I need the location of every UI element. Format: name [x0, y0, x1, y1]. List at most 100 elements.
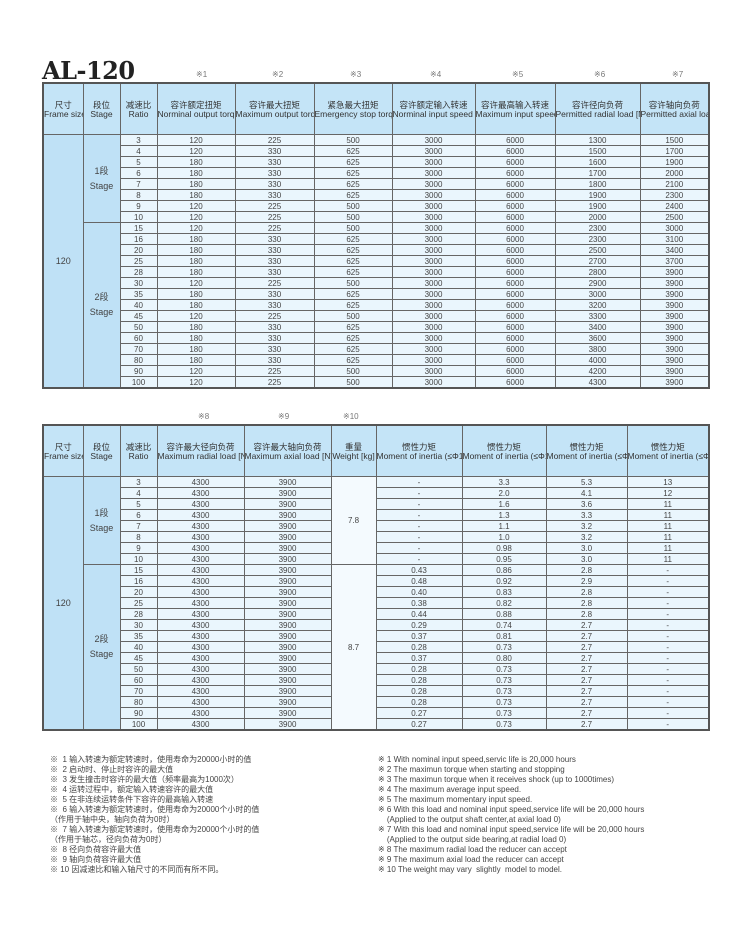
value-cell: 3000 [391, 255, 476, 267]
value-cell: 225 [234, 134, 315, 146]
value-cell: 0.83 [461, 586, 547, 598]
value-cell: 11 [626, 542, 710, 554]
ratio-cell: 80 [119, 354, 158, 366]
value-cell: 3.2 [545, 520, 628, 532]
ratio-cell: 8 [119, 189, 158, 201]
column-header: 减速比 Ratio [119, 82, 158, 135]
value-cell: 0.38 [375, 597, 463, 609]
value-cell: 6000 [474, 222, 556, 234]
value-cell: 180 [156, 299, 236, 311]
value-cell: 625 [313, 145, 393, 157]
ratio-cell: 6 [119, 509, 158, 521]
header-cn: 惯性力矩 [401, 441, 436, 452]
value-cell: 1800 [554, 178, 641, 190]
header-en: Ratio [128, 108, 149, 119]
value-cell: 4300 [156, 487, 245, 499]
stage-cell: 1段 Stage [82, 476, 121, 565]
value-cell: 330 [234, 145, 315, 157]
value-cell: 2300 [554, 222, 641, 234]
note-line: ※ 8 径向负荷容许最大值 [50, 845, 142, 854]
value-cell: - [375, 520, 463, 532]
value-cell: 3900 [243, 630, 332, 642]
value-cell: 6000 [474, 321, 556, 333]
value-cell: 330 [234, 156, 315, 168]
value-cell: 3900 [243, 696, 332, 708]
value-cell: 330 [234, 354, 315, 366]
value-cell: 6000 [474, 343, 556, 355]
ratio-cell: 5 [119, 498, 158, 510]
value-cell: 330 [234, 255, 315, 267]
value-cell: 625 [313, 156, 393, 168]
value-cell: 500 [313, 200, 393, 212]
value-cell: 12 [626, 487, 710, 499]
value-cell: 0.92 [461, 575, 547, 587]
note-mark: ※10 [343, 412, 359, 421]
value-cell: 6000 [474, 266, 556, 278]
table-row: 80 4300 3900 0.28 0.73 2.7- [43, 696, 710, 708]
value-cell: 4300 [156, 520, 245, 532]
value-cell: 3000 [554, 288, 641, 300]
table-row: 4 4300 3900 -2.0 4.1 12 [43, 487, 710, 499]
note-mark: ※4 [430, 70, 442, 79]
value-cell: 6000 [474, 376, 556, 389]
value-cell: 0.43 [375, 564, 463, 576]
ratio-cell: 25 [119, 255, 158, 267]
column-header: 容许最大轴向负荷 Maximum axial load [N] [243, 424, 332, 477]
ratio-cell: 3 [119, 476, 158, 488]
value-cell: 3900 [639, 376, 710, 389]
value-cell: 3900 [639, 266, 710, 278]
note-line: ※ 4 The maximum average input speed. [378, 785, 522, 794]
ratio-cell: 45 [119, 310, 158, 322]
ratio-cell: 8 [119, 531, 158, 543]
value-cell: 4300 [156, 718, 245, 731]
value-cell: 225 [234, 200, 315, 212]
value-cell: 6000 [474, 299, 556, 311]
value-cell: 180 [156, 244, 236, 256]
value-cell: 0.27 [375, 718, 463, 731]
note-line: ※ 10 The weight may vary slightly model … [378, 865, 562, 874]
value-cell: 0.28 [375, 685, 463, 697]
page-title: AL-120 [42, 56, 135, 85]
value-cell: - [375, 498, 463, 510]
ratio-cell: 50 [119, 321, 158, 333]
header-en: Moment of inertia (≤Φ19) [kgcm²] [462, 450, 545, 461]
value-cell: 2000 [554, 211, 641, 223]
note-line: ※ 3 发生撞击时容许的最大值（频率最高为1000次） [50, 775, 239, 784]
value-cell: 3.2 [545, 531, 628, 543]
value-cell: 625 [313, 332, 393, 344]
value-cell: 5.3 [545, 476, 628, 488]
stage-label-cn: 1段 [94, 165, 109, 176]
value-cell: - [626, 575, 710, 587]
value-cell: 500 [313, 134, 393, 146]
value-cell: 1500 [554, 145, 641, 157]
value-cell: 625 [313, 178, 393, 190]
value-cell: 1900 [554, 189, 641, 201]
note-mark: ※8 [198, 412, 210, 421]
value-cell: 0.28 [375, 674, 463, 686]
note-line: ※ 9 The maximum axial load the reducer c… [378, 855, 564, 864]
note-line: ※ 5 在非连续运转条件下容许的最高输入转速 [50, 795, 214, 804]
value-cell: 2.8 [545, 608, 628, 620]
ratio-cell: 7 [119, 520, 158, 532]
value-cell: 4300 [156, 542, 245, 554]
value-cell: 120 [156, 145, 236, 157]
table-row: 120 1段 Stage 3 4300 3900 7.8-3.3 5.3 13 [42, 476, 710, 731]
value-cell: 120 [156, 211, 236, 223]
value-cell: 3000 [391, 134, 476, 146]
value-cell: 500 [313, 211, 393, 223]
value-cell: 225 [234, 310, 315, 322]
value-cell: 0.73 [461, 674, 547, 686]
value-cell: 11 [626, 520, 710, 532]
value-cell: 2.8 [545, 586, 628, 598]
value-cell: 6000 [474, 167, 556, 179]
value-cell: 120 [156, 365, 236, 377]
value-cell: 6000 [474, 354, 556, 366]
value-cell: 3900 [243, 718, 332, 731]
note-line: ※ 10 因减速比和输入轴尺寸的不同而有所不同。 [50, 865, 224, 874]
value-cell: 0.27 [375, 707, 463, 719]
note-mark: ※5 [512, 70, 524, 79]
value-cell: 0.37 [375, 652, 463, 664]
value-cell: 330 [234, 189, 315, 201]
ratio-cell: 16 [119, 233, 158, 245]
